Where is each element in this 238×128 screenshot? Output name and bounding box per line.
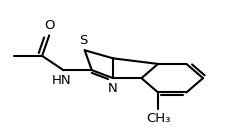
Text: O: O bbox=[44, 19, 55, 32]
Text: CH₃: CH₃ bbox=[146, 112, 170, 125]
Text: N: N bbox=[108, 82, 118, 94]
Text: HN: HN bbox=[52, 74, 72, 87]
Text: S: S bbox=[79, 34, 87, 47]
